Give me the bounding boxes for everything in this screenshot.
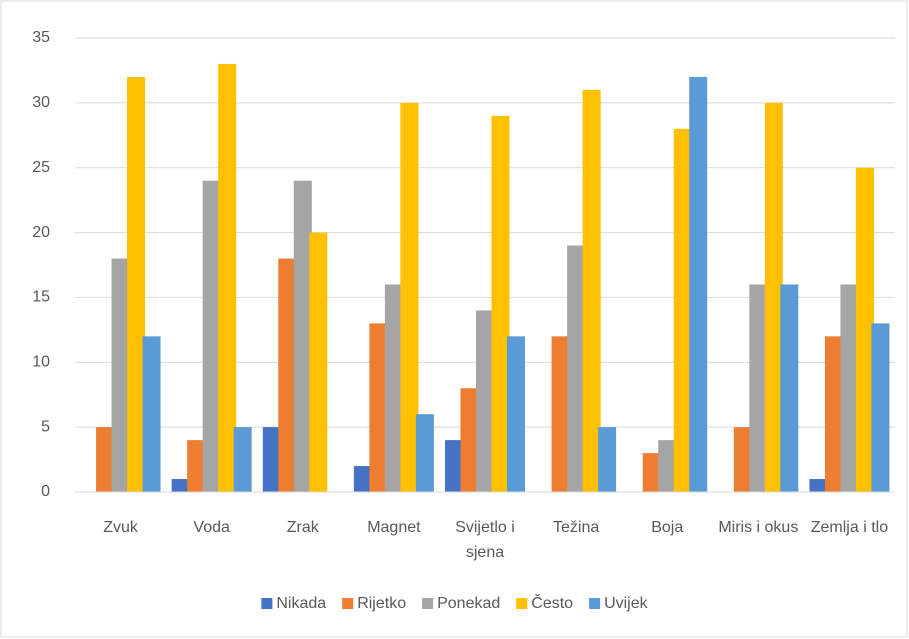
bar: [551, 336, 570, 492]
bar: [733, 427, 752, 492]
x-tick-label: Zvuk: [103, 519, 139, 536]
bar: [658, 440, 677, 492]
bar: [400, 102, 419, 492]
y-tick-label: 35: [32, 29, 50, 46]
bar: [840, 284, 859, 492]
bar: [476, 310, 494, 492]
bar: [96, 427, 115, 492]
legend-label: Često: [531, 593, 573, 612]
bar: [507, 336, 525, 492]
x-tick-label: Težina: [553, 519, 599, 536]
x-tick-label: Magnet: [367, 519, 421, 536]
bar: [460, 388, 479, 492]
bar: [262, 427, 281, 492]
bar: [171, 479, 190, 492]
bar: [353, 466, 372, 492]
bar: [582, 89, 601, 492]
bar: [445, 440, 463, 492]
bar: [824, 336, 843, 492]
bar: [127, 76, 146, 493]
x-tick-label: Boja: [651, 519, 683, 536]
bar: [142, 336, 161, 492]
y-tick-label: 10: [32, 354, 50, 371]
x-tick-label: Miris i okus: [718, 519, 798, 536]
y-tick-label: 15: [32, 289, 50, 306]
y-tick-label: 25: [32, 159, 50, 176]
bar: [233, 427, 252, 492]
bar: [780, 284, 799, 492]
x-tick-label: Zrak: [287, 519, 320, 536]
bar: [293, 180, 312, 492]
x-tick-label: Voda: [193, 519, 230, 536]
y-tick-label: 30: [32, 94, 50, 111]
legend-label: Nikada: [276, 595, 326, 612]
y-tick-label: 5: [41, 418, 50, 435]
bar: [278, 258, 297, 492]
legend-swatch: [261, 598, 273, 609]
legend-label: Rijetko: [357, 595, 406, 612]
bar: [111, 258, 130, 492]
legend-swatch: [422, 598, 434, 609]
bar: [567, 245, 586, 492]
bar: [642, 453, 661, 492]
bar: [218, 63, 237, 492]
legend-swatch: [589, 598, 601, 609]
y-tick-label: 0: [41, 483, 50, 500]
legend-label: Uvijek: [604, 595, 649, 612]
bar: [415, 414, 434, 492]
legend-swatch: [516, 598, 528, 609]
bar: [764, 102, 783, 492]
bar: [598, 427, 617, 492]
bar: [689, 76, 708, 493]
bar: [673, 128, 692, 493]
legend-swatch: [342, 598, 354, 609]
x-tick-label: Svijetlo i sjena: [455, 519, 515, 561]
x-tick-label: Zemlja i tlo: [811, 519, 888, 536]
bar: [202, 180, 221, 492]
bar: [309, 232, 328, 493]
bar: [491, 115, 510, 492]
bar: [369, 323, 388, 492]
bar: [384, 284, 403, 492]
bar: [749, 284, 768, 492]
legend-label: Ponekad: [437, 595, 500, 612]
bar: [809, 479, 828, 492]
bar: [871, 323, 890, 492]
bar: [187, 440, 206, 492]
bar: [855, 167, 874, 492]
legend: Nikada Rijetko Ponekad Često Uvijek: [261, 593, 649, 612]
y-tick-label: 20: [32, 224, 50, 241]
